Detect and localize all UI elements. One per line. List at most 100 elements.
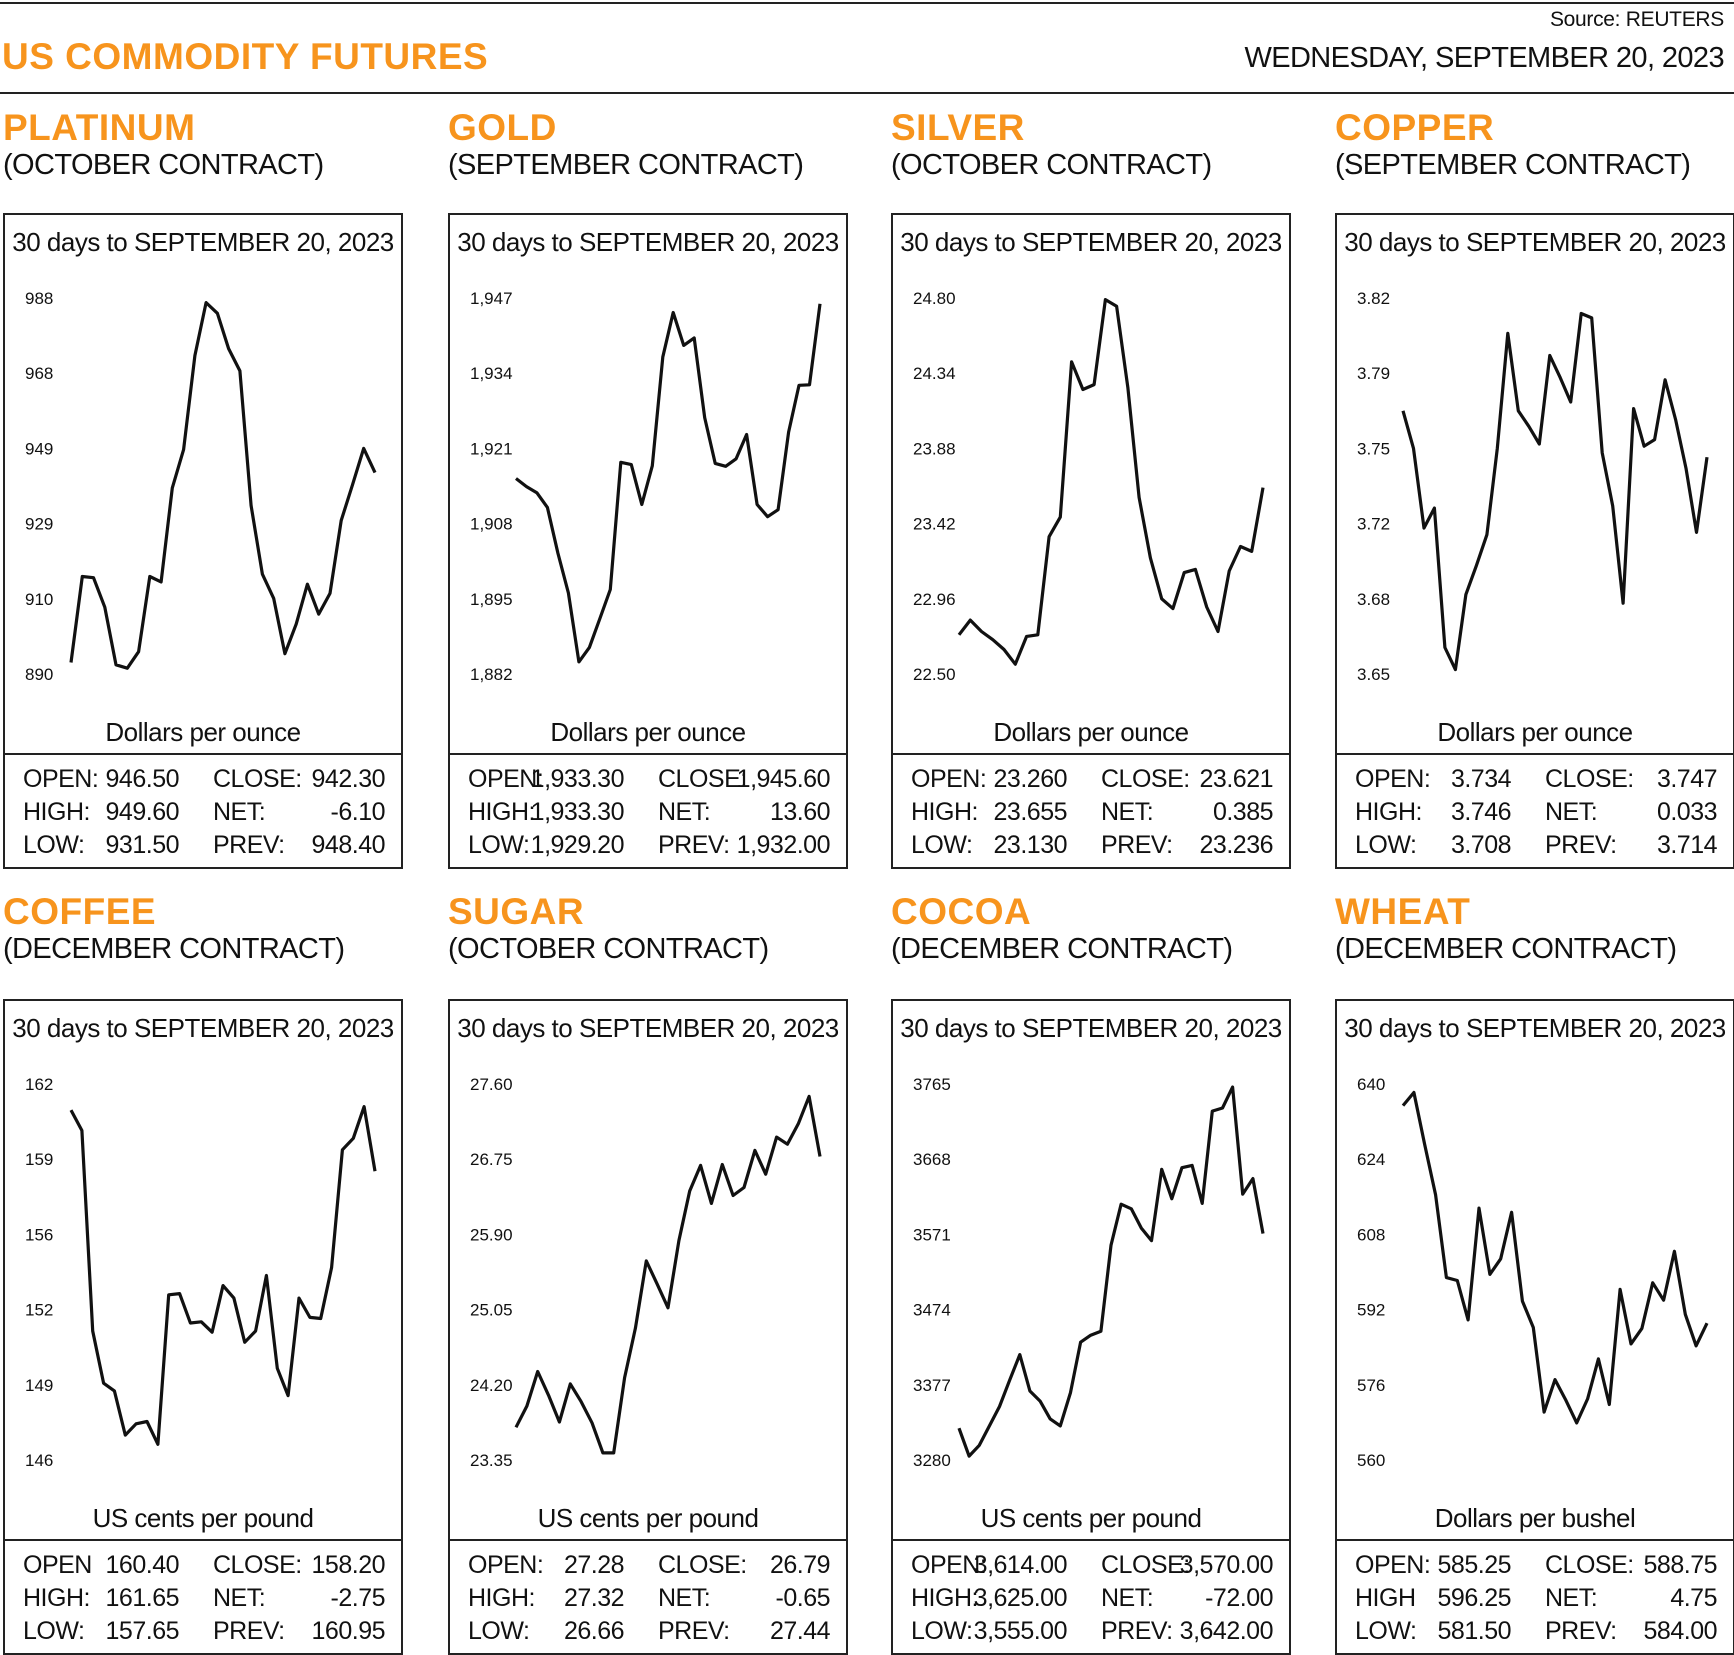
low-label: LOW: [1355, 1617, 1417, 1645]
close-label: CLOSE: [658, 1551, 747, 1579]
high-label: HIGH: [1355, 798, 1422, 826]
high-value: 596.25 [1437, 1584, 1512, 1612]
y-tick-label: 592 [1357, 1301, 1385, 1320]
commodity-name: SUGAR [448, 891, 585, 932]
high-value: 23.655 [993, 798, 1068, 826]
prev-value: 948.40 [311, 831, 386, 859]
y-tick-label: 3571 [913, 1225, 951, 1244]
net-value: -0.65 [775, 1584, 831, 1612]
stats-row: LOW: 3.708 PREV: 3.714 [1337, 831, 1733, 864]
y-tick-label: 890 [25, 665, 53, 684]
commodity-name: WHEAT [1335, 891, 1471, 932]
prev-label: PREV: [213, 1617, 285, 1645]
contract-label: (DECEMBER CONTRACT) [1335, 933, 1677, 965]
y-tick-label: 1,947 [470, 289, 513, 308]
net-label: NET: [1101, 798, 1154, 826]
stats-row: OPEN: 3,614.00 CLOSE: 3,570.00 [893, 1551, 1289, 1584]
high-value: 27.32 [563, 1584, 625, 1612]
net-label: NET: [1101, 1584, 1154, 1612]
stats-row: HIGH 596.25 NET: 4.75 [1337, 1584, 1733, 1617]
y-tick-label: 24.34 [913, 364, 956, 383]
open-label: OPEN: [23, 765, 99, 793]
stats-row: HIGH: 3.746 NET: 0.033 [1337, 798, 1733, 831]
low-label: LOW: [911, 831, 973, 859]
stats-table: OPEN: 3.734 CLOSE: 3.747 HIGH: 3.746 NET… [1337, 765, 1733, 864]
stats-row: LOW: 581.50 PREV: 584.00 [1337, 1617, 1733, 1650]
top-rule [0, 2, 1734, 4]
stats-row: OPEN: 27.28 CLOSE: 26.79 [450, 1551, 846, 1584]
prev-value: 3,642.00 [1179, 1617, 1274, 1645]
contract-label: (DECEMBER CONTRACT) [891, 933, 1233, 965]
net-value: 0.033 [1656, 798, 1718, 826]
y-unit-label: US cents per pound [537, 1503, 759, 1533]
chart-title: 30 days to SEPTEMBER 20, 2023 [457, 227, 839, 257]
prev-value: 23.236 [1199, 831, 1274, 859]
net-value: -2.75 [330, 1584, 386, 1612]
commodity-panel: PLATINUM (OCTOBER CONTRACT) 30 days to S… [3, 108, 403, 869]
net-value: -72.00 [1205, 1584, 1273, 1612]
chart-title: 30 days to SEPTEMBER 20, 2023 [900, 227, 1282, 257]
stats-row: HIGH: 27.32 NET: -0.65 [450, 1584, 846, 1617]
open-label: OPEN [23, 1551, 92, 1579]
y-tick-label: 23.35 [470, 1451, 513, 1470]
page-title: US COMMODITY FUTURES [2, 36, 489, 77]
high-value: 161.65 [105, 1584, 180, 1612]
y-unit-label: US cents per pound [980, 1503, 1202, 1533]
low-value: 581.50 [1437, 1617, 1512, 1645]
commodity-name: COFFEE [3, 891, 157, 932]
low-label: LOW: [1355, 831, 1417, 859]
commodity-panel: COCOA (DECEMBER CONTRACT) 30 days to SEP… [891, 892, 1291, 1655]
commodity-name: SILVER [891, 107, 1025, 148]
line-chart: 1,947 1,934 1,921 1,908 1,895 1,882 [470, 289, 822, 684]
prev-value: 160.95 [311, 1617, 386, 1645]
price-line [1401, 1090, 1709, 1425]
stats-table: OPEN 160.40 CLOSE: 158.20 HIGH: 161.65 N… [5, 1551, 401, 1650]
close-label: CLOSE: [1101, 765, 1190, 793]
open-label: OPEN: [468, 765, 544, 793]
line-chart: 27.60 26.75 25.90 25.05 24.20 23.35 [470, 1075, 822, 1470]
chart-title: 30 days to SEPTEMBER 20, 2023 [1344, 227, 1726, 257]
y-tick-label: 156 [25, 1225, 53, 1244]
page-date: WEDNESDAY, SEPTEMBER 20, 2023 [1244, 42, 1724, 74]
close-label: CLOSE: [1545, 765, 1634, 793]
net-value: 4.75 [1670, 1584, 1717, 1612]
contract-label: (OCTOBER CONTRACT) [448, 933, 769, 965]
y-tick-label: 22.96 [913, 590, 956, 609]
commodity-panel: WHEAT (DECEMBER CONTRACT) 30 days to SEP… [1335, 891, 1734, 1655]
low-label: LOW: [23, 831, 85, 859]
stats-row: OPEN: 23.260 CLOSE: 23.621 [893, 765, 1289, 798]
line-chart: 3.82 3.79 3.75 3.72 3.68 3.65 [1357, 289, 1709, 684]
high-label: HIGH: [23, 1584, 90, 1612]
low-value: 26.66 [563, 1617, 625, 1645]
low-value: 1,929.20 [530, 831, 625, 859]
price-line [1401, 311, 1709, 672]
stats-row: OPEN 160.40 CLOSE: 158.20 [5, 1551, 401, 1584]
y-tick-label: 1,934 [470, 364, 513, 383]
close-label: CLOSE: [213, 765, 302, 793]
stats-table: OPEN: 3,614.00 CLOSE: 3,570.00 HIGH: 3,6… [893, 1551, 1289, 1650]
chart-box: 30 days to SEPTEMBER 20, 2023 1,947 1,934… [448, 213, 848, 869]
y-tick-label: 149 [25, 1376, 53, 1395]
prev-label: PREV: [1545, 1617, 1617, 1645]
y-tick-label: 929 [25, 515, 53, 534]
chart-box: 30 days to SEPTEMBER 20, 2023 162 159 156 1… [3, 999, 403, 1655]
y-unit-label: Dollars per ounce [550, 717, 746, 747]
y-tick-label: 25.05 [470, 1301, 513, 1320]
low-label: LOW: [911, 1617, 973, 1645]
close-value: 3,570.00 [1179, 1551, 1274, 1579]
y-tick-label: 3.82 [1357, 289, 1390, 308]
y-tick-label: 3765 [913, 1075, 951, 1094]
open-value: 160.40 [105, 1551, 180, 1579]
y-tick-label: 23.42 [913, 515, 956, 534]
prev-value: 27.44 [769, 1617, 831, 1645]
y-tick-label: 3280 [913, 1451, 951, 1470]
open-value: 1,933.30 [530, 765, 625, 793]
prev-label: PREV: [1101, 1617, 1173, 1645]
y-tick-label: 1,908 [470, 515, 513, 534]
divider [5, 1539, 401, 1541]
stats-table: OPEN: 23.260 CLOSE: 23.621 HIGH: 23.655 … [893, 765, 1289, 864]
chart-box: 30 days to SEPTEMBER 20, 2023 27.60 26.75… [448, 999, 848, 1655]
commodity-panel: GOLD (SEPTEMBER CONTRACT) 30 days to SEP… [448, 108, 848, 869]
stats-row: LOW: 1,929.20 PREV: 1,932.00 [450, 831, 846, 864]
y-tick-label: 910 [25, 590, 53, 609]
